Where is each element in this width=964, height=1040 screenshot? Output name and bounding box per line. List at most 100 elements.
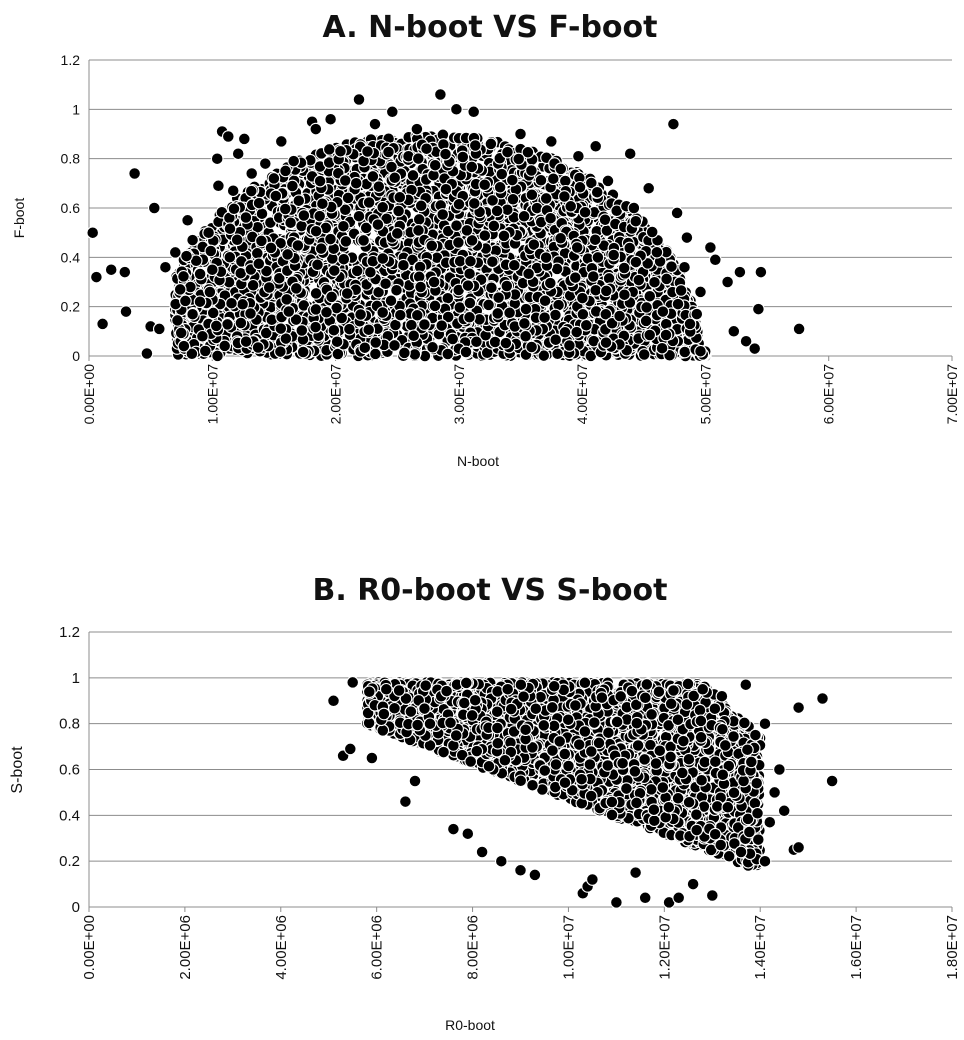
chart-a-point (601, 174, 615, 188)
chart-a-point (623, 241, 637, 255)
chart-a-point (279, 332, 293, 345)
chart-a-point (482, 298, 495, 312)
chart-a-point (179, 294, 192, 308)
b-y-tick-label: 0.2 (59, 853, 80, 870)
chart-a-point (551, 347, 564, 361)
chart-a-point (231, 147, 245, 161)
chart-a-point (244, 184, 258, 198)
chart-a-point (236, 297, 249, 311)
chart-a-point (704, 241, 717, 254)
chart-a-point (324, 112, 337, 126)
a-x-tick-label: 4.00E+07 (574, 364, 590, 425)
b-x-tick-label: 6.00E+06 (369, 915, 386, 980)
chart-a-point (393, 190, 407, 204)
chart-a-point (450, 102, 463, 116)
chart-a-point (461, 279, 475, 292)
b-y-tick-label: 0.6 (59, 762, 80, 779)
chart-a-point (495, 167, 509, 181)
chart-a-point (376, 200, 390, 214)
chart-a-point (218, 339, 232, 353)
chart-a-point (721, 275, 734, 289)
chart-a-point (534, 173, 548, 187)
chart-b-points (327, 676, 839, 909)
chart-a-point (337, 252, 351, 266)
chart-a-point (514, 127, 527, 141)
chart-a-point (234, 316, 248, 330)
chart-a-point (407, 329, 421, 343)
chart-a-point (623, 147, 637, 161)
chart-a-point (468, 139, 482, 152)
chart-a-point (309, 303, 323, 316)
chart-a-point (269, 189, 283, 203)
chart-a-point (362, 196, 376, 209)
chart-a-point (539, 192, 553, 205)
chart-a-point (452, 236, 465, 249)
chart-a-point (152, 322, 166, 336)
chart-a-point (588, 233, 602, 247)
chart-a-point (366, 170, 380, 183)
chart-a-point (379, 277, 392, 291)
chart-a-point (185, 347, 199, 361)
chart-a-point (147, 201, 161, 215)
chart-a-point (118, 265, 132, 279)
chart-a-point (539, 251, 553, 264)
chart-a-point (678, 260, 691, 274)
chart-a-point (484, 137, 498, 151)
chart-a-point (245, 167, 259, 180)
chart-a-point (171, 314, 184, 327)
chart-a-point (174, 326, 188, 340)
chart-a-point (579, 318, 593, 332)
chart-a-point (544, 211, 557, 225)
chart-a-point (578, 205, 592, 219)
chart-a-point (503, 306, 516, 320)
chart-a-point (184, 280, 197, 294)
chart-a-point (313, 209, 327, 223)
chart-a-point (435, 319, 449, 332)
chart-a-point (314, 242, 328, 255)
chart-a-point (327, 264, 341, 277)
chart-a-x-tick-labels: 0.00E+00 1.00E+07 2.00E+07 3.00E+07 4.00E+07… (81, 364, 960, 425)
chart-a-point (244, 307, 257, 320)
chart-a-point (414, 280, 427, 294)
chart-a-point (340, 287, 354, 300)
chart-a-point (599, 307, 613, 321)
chart-a-point (584, 176, 598, 190)
chart-a-svg: A. N-boot VS F-boot 00.20.40.60.811.2 0.… (11, 10, 960, 469)
chart-a-point (470, 335, 483, 349)
chart-a-point (627, 201, 641, 215)
chart-a-point (671, 297, 685, 311)
chart-a-point (252, 257, 266, 271)
chart-a-point (607, 248, 621, 262)
chart-a-point (282, 305, 296, 318)
chart-a-point (388, 339, 401, 352)
chart-a-point (538, 311, 551, 324)
chart-a-point (678, 345, 692, 359)
chart-a-point (549, 308, 562, 322)
chart-a-point (694, 344, 707, 358)
chart-a-point (670, 206, 684, 220)
chart-a-point (655, 341, 669, 355)
chart-a-point (86, 226, 100, 240)
chart-a-point (202, 226, 215, 240)
chart-a-point (456, 150, 470, 164)
chart-a-point (341, 191, 355, 205)
chart-a-point (104, 263, 118, 277)
b-y-tick-label: 0.4 (59, 807, 80, 824)
chart-a-point (406, 169, 420, 182)
chart-a-point (629, 255, 643, 269)
chart-a-point (252, 196, 266, 210)
chart-a-point (281, 248, 294, 261)
chart-a-point (289, 282, 303, 295)
chart-a-point (210, 152, 224, 166)
chart-a-point (316, 197, 329, 211)
b-y-tick-label: 0.8 (59, 716, 80, 733)
chart-a-point (398, 346, 411, 360)
chart-a-point (389, 318, 402, 332)
chart-a-point (792, 322, 806, 336)
chart-a-point (180, 249, 193, 263)
b-x-tick-label: 1.00E+07 (560, 915, 577, 980)
chart-a-point (412, 213, 426, 226)
chart-a-point (485, 281, 498, 295)
b-x-tick-label: 8.00E+06 (465, 915, 482, 980)
chart-a-point (637, 348, 651, 361)
